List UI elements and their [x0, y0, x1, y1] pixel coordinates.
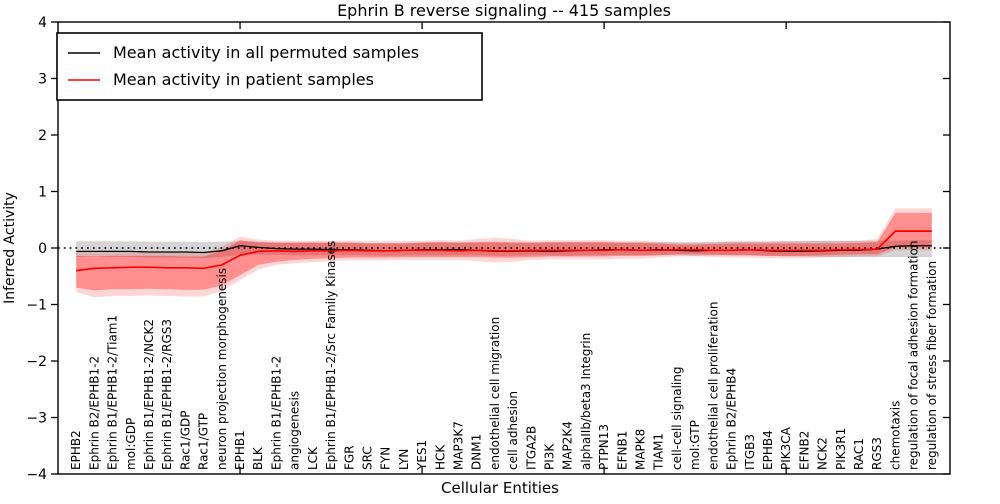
patient-mean-line	[76, 230, 932, 272]
x-category-label: cell adhesion	[506, 391, 520, 470]
legend: Mean activity in all permuted samples Me…	[56, 32, 483, 101]
x-category-label: cell-cell signaling	[670, 367, 684, 471]
x-category-label: NCK2	[816, 437, 830, 470]
x-category-label: Ephrin B1/EPHB1-2/NCK2	[142, 319, 156, 470]
x-category-label: neuron projection morphogenesis	[215, 268, 229, 470]
line-layer	[58, 230, 950, 272]
x-category-label: MAP3K7	[452, 421, 466, 470]
y-tick-label: −1	[26, 298, 47, 314]
axes-layer: 4 3 2 1 0 −1 −2 −3 −4 EPHB2 Ephrin B2/EPHB1-2 Ephri…	[26, 15, 951, 483]
x-category-label: MAPK8	[634, 429, 648, 470]
x-category-label: ITGA2B	[524, 426, 538, 470]
y-axis-label: Inferred Activity	[2, 192, 18, 304]
x-category-label: mol:GTP	[688, 420, 702, 470]
x-category-label: MAP2K4	[561, 421, 575, 470]
x-category-label: regulation of stress fiber formation	[925, 261, 939, 470]
y-tick-label: −2	[26, 354, 47, 370]
y-tick-label: 0	[38, 241, 47, 257]
patient-outer-band	[76, 208, 932, 298]
x-category-label: Ephrin B2/EPHB4	[725, 368, 739, 470]
y-tick-label: 4	[38, 15, 47, 31]
legend-label-permuted: Mean activity in all permuted samples	[113, 43, 419, 62]
x-category-label: RGS3	[870, 437, 884, 470]
x-category-label: endothelial cell proliferation	[706, 302, 720, 470]
legend-label-patient: Mean activity in patient samples	[113, 70, 374, 89]
x-category-label: Rac1/GDP	[178, 411, 192, 470]
x-category-label: angiogenesis	[288, 391, 302, 470]
x-category-label: ITGB3	[743, 434, 757, 470]
x-category-label: endothelial cell migration	[488, 317, 502, 470]
x-category-label: mol:GDP	[124, 418, 138, 470]
x-category-label: EFNB2	[797, 431, 811, 470]
x-category-label: LCK	[306, 446, 320, 470]
x-category-label: TIAM1	[652, 433, 666, 471]
x-category-label: EPHB4	[761, 430, 775, 470]
x-category-label: regulation of focal adhesion formation	[907, 241, 921, 470]
x-category-label: FGR	[342, 445, 356, 470]
x-category-label: EPHB1	[233, 430, 247, 470]
x-category-label: EFNB1	[615, 431, 629, 470]
y-tick-label: 1	[38, 185, 47, 201]
y-tick-label: −4	[26, 467, 47, 483]
chart-title: Ephrin B reverse signaling -- 415 sample…	[337, 1, 671, 20]
y-tick-label: 3	[38, 72, 47, 88]
x-category-label: HCK	[433, 444, 447, 470]
x-category-label: PTPN13	[597, 424, 611, 470]
permuted-band	[76, 240, 932, 259]
x-category-label: SRC	[361, 446, 375, 470]
x-category-label: Ephrin B1/EPHB1-2/RGS3	[160, 319, 174, 470]
x-category-label: Ephrin B1/EPHB1-2/Src Family Kinases	[324, 241, 338, 470]
x-category-label: DNM1	[470, 434, 484, 470]
x-category-label: YES1	[415, 440, 429, 471]
x-category-label: alphaIIb/beta3 Integrin	[579, 333, 593, 470]
x-category-label: BLK	[251, 446, 265, 470]
x-axis-label: Cellular Entities	[441, 479, 559, 497]
x-category-label: Ephrin B1/EPHB1-2	[269, 356, 283, 470]
x-category-label: Ephrin B1/EPHB1-2/Tiam1	[106, 315, 120, 470]
x-category-label: PI3K	[543, 443, 557, 470]
x-category-label: chemotaxis	[888, 401, 902, 470]
x-category-label: PIK3CA	[779, 426, 793, 470]
x-category-label: Rac1/GTP	[197, 413, 211, 470]
y-tick-label: 2	[38, 128, 47, 144]
y-tick-label: −3	[26, 411, 47, 427]
x-category-label: EPHB2	[69, 430, 83, 470]
x-category-label: Ephrin B2/EPHB1-2	[87, 356, 101, 470]
x-category-label: LYN	[397, 449, 411, 470]
x-category-label: RAC1	[852, 438, 866, 470]
legend-box	[56, 32, 483, 101]
x-category-label: PIK3R1	[834, 428, 848, 470]
x-category-label: FYN	[379, 447, 393, 470]
